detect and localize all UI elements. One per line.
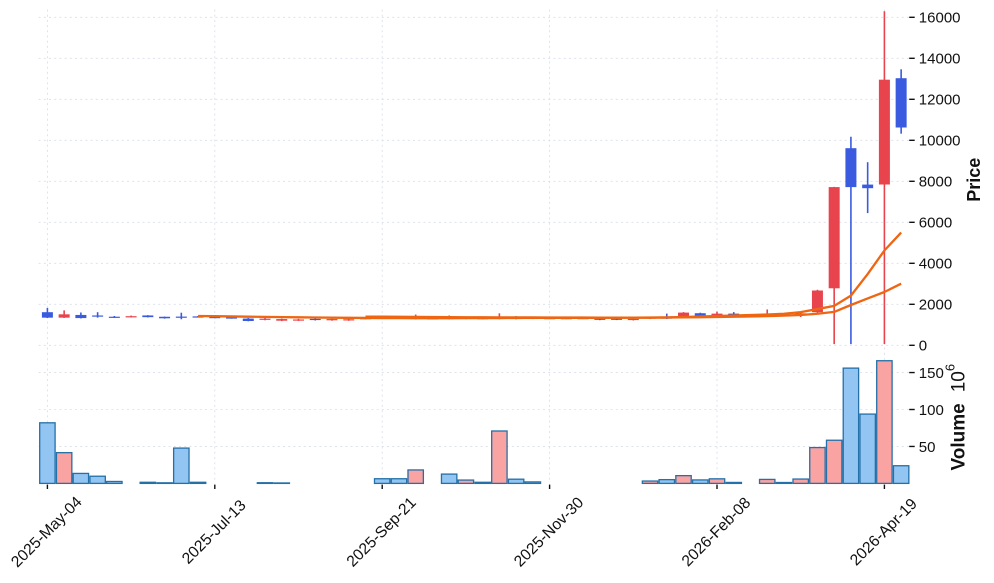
svg-text:14000: 14000	[919, 51, 961, 68]
svg-text:100: 100	[919, 402, 944, 419]
svg-text:150: 150	[919, 365, 944, 382]
svg-text:12000: 12000	[919, 92, 961, 109]
svg-text:4000: 4000	[919, 256, 952, 273]
svg-text:10000: 10000	[919, 133, 961, 150]
svg-text:6000: 6000	[919, 215, 952, 232]
svg-text:0: 0	[919, 338, 927, 355]
svg-text:8000: 8000	[919, 174, 952, 191]
svg-text:16000: 16000	[919, 10, 961, 27]
svg-text:2000: 2000	[919, 297, 952, 314]
svg-text:Price: Price	[964, 158, 984, 202]
svg-text:50: 50	[919, 439, 936, 456]
